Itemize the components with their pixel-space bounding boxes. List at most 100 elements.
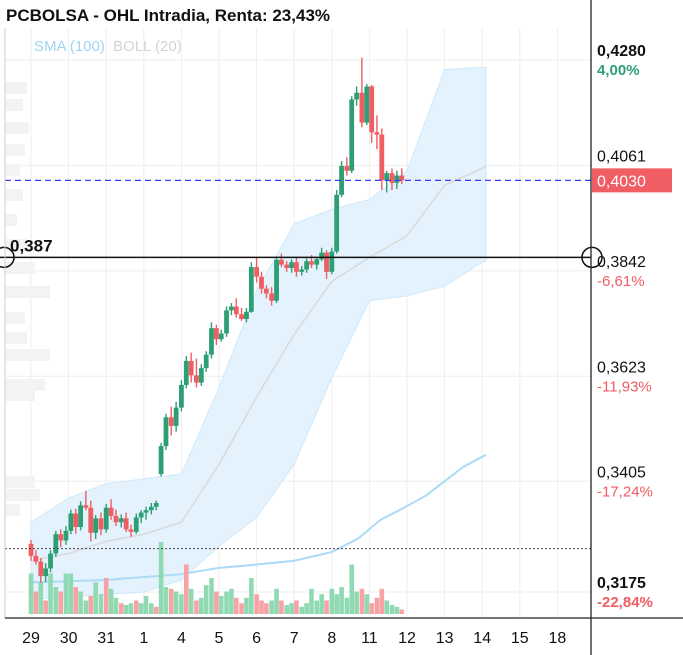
candle-body[interactable] bbox=[108, 507, 114, 516]
candle-body[interactable] bbox=[359, 92, 365, 123]
candle-body[interactable] bbox=[384, 173, 390, 181]
candle-body[interactable] bbox=[88, 507, 94, 533]
candle-body[interactable] bbox=[163, 417, 169, 447]
candle-body[interactable] bbox=[203, 354, 209, 369]
candle-body[interactable] bbox=[78, 505, 84, 528]
candle-body[interactable] bbox=[354, 92, 360, 100]
candle-body[interactable] bbox=[224, 310, 229, 334]
candle-body[interactable] bbox=[284, 264, 290, 268]
candle-body[interactable] bbox=[118, 518, 124, 523]
candle-body[interactable] bbox=[274, 259, 279, 301]
candle-body[interactable] bbox=[239, 314, 244, 320]
candle-body[interactable] bbox=[379, 134, 385, 181]
candle-body[interactable] bbox=[209, 328, 214, 355]
candle-body[interactable] bbox=[58, 534, 64, 541]
candle-body[interactable] bbox=[309, 261, 314, 265]
y-tick-label: 0,4280 bbox=[597, 43, 646, 60]
candle-body[interactable] bbox=[248, 267, 254, 312]
candle-body[interactable] bbox=[334, 194, 340, 252]
candle-body[interactable] bbox=[329, 251, 335, 272]
candle-body[interactable] bbox=[324, 252, 329, 272]
candle-body[interactable] bbox=[374, 132, 380, 135]
candle-body[interactable] bbox=[63, 530, 69, 541]
candle-body[interactable] bbox=[113, 515, 119, 523]
candle-body[interactable] bbox=[233, 306, 239, 315]
volume-bar bbox=[33, 591, 39, 614]
legend-item-sma[interactable]: SMA (100) bbox=[34, 38, 105, 55]
volume-bar bbox=[269, 600, 274, 614]
candle-body[interactable] bbox=[173, 407, 179, 426]
volume-profile-bar bbox=[5, 476, 35, 488]
last-price-tag bbox=[592, 168, 672, 193]
candle-body[interactable] bbox=[93, 518, 99, 533]
candle-body[interactable] bbox=[394, 175, 400, 183]
candle-body[interactable] bbox=[33, 555, 39, 562]
candle-body[interactable] bbox=[123, 518, 129, 530]
candle-body[interactable] bbox=[148, 506, 154, 511]
candle-body[interactable] bbox=[158, 446, 164, 475]
crosshair-handle-left[interactable] bbox=[0, 246, 15, 269]
candle-body[interactable] bbox=[294, 262, 299, 272]
candle-body[interactable] bbox=[38, 561, 44, 577]
crosshair-handle-right[interactable] bbox=[581, 246, 603, 269]
candle-body[interactable] bbox=[279, 259, 284, 265]
candle-body[interactable] bbox=[218, 333, 224, 340]
candle-body[interactable] bbox=[339, 165, 344, 195]
candle-body[interactable] bbox=[143, 510, 149, 513]
candle-body[interactable] bbox=[213, 328, 219, 340]
candle-body[interactable] bbox=[194, 375, 199, 383]
candle-body[interactable] bbox=[179, 384, 184, 408]
candle-body[interactable] bbox=[304, 261, 310, 270]
candle-body[interactable] bbox=[43, 568, 49, 577]
volume-bar bbox=[168, 588, 174, 614]
candle-body[interactable] bbox=[259, 276, 264, 289]
candle-body[interactable] bbox=[98, 518, 104, 530]
candle-body[interactable] bbox=[48, 553, 53, 569]
candle-body[interactable] bbox=[389, 173, 395, 183]
volume-bar bbox=[359, 588, 365, 614]
candle-body[interactable] bbox=[364, 86, 370, 123]
y-tick-percent: -6,61% bbox=[597, 273, 645, 290]
volume-profile-bar bbox=[5, 262, 35, 274]
candle-body[interactable] bbox=[83, 505, 89, 508]
candle-body[interactable] bbox=[183, 360, 189, 385]
candle-body[interactable] bbox=[369, 86, 375, 133]
volume-bar bbox=[194, 600, 199, 614]
candle-body[interactable] bbox=[319, 252, 325, 260]
candle-body[interactable] bbox=[53, 534, 59, 554]
candle-body[interactable] bbox=[168, 417, 174, 426]
volume-bar bbox=[233, 597, 239, 614]
candle-body[interactable] bbox=[244, 311, 249, 320]
volume-profile-bar bbox=[5, 489, 40, 501]
candle-body[interactable] bbox=[399, 175, 405, 181]
candle-body[interactable] bbox=[269, 293, 275, 301]
volume-bar bbox=[239, 603, 244, 614]
volume-bar bbox=[73, 587, 79, 614]
legend-item-boll[interactable]: BOLL (20) bbox=[113, 38, 182, 55]
candle-body[interactable] bbox=[138, 512, 144, 518]
y-tick-label: 0,4061 bbox=[597, 148, 646, 165]
candle-body[interactable] bbox=[289, 262, 294, 268]
candle-body[interactable] bbox=[314, 259, 320, 265]
candle-body[interactable] bbox=[128, 529, 134, 532]
candle-body[interactable] bbox=[349, 99, 355, 171]
candle-body[interactable] bbox=[68, 513, 74, 531]
candle-body[interactable] bbox=[153, 502, 159, 507]
candle-body[interactable] bbox=[73, 513, 79, 528]
candle-body[interactable] bbox=[188, 360, 194, 376]
candle-body[interactable] bbox=[263, 288, 269, 294]
candle-body[interactable] bbox=[198, 368, 204, 383]
candle-body[interactable] bbox=[344, 165, 350, 171]
candle-body[interactable] bbox=[28, 543, 34, 556]
candle-body[interactable] bbox=[103, 507, 109, 530]
candle-body[interactable] bbox=[229, 306, 234, 311]
candle-body[interactable] bbox=[254, 267, 259, 277]
volume-bar bbox=[394, 606, 400, 614]
volume-bar bbox=[259, 600, 264, 614]
legend[interactable]: SMA (100) BOLL (20) bbox=[34, 38, 182, 55]
volume-bar bbox=[128, 603, 134, 614]
volume-bar bbox=[254, 594, 259, 614]
candle-body[interactable] bbox=[133, 517, 139, 532]
candle-body[interactable] bbox=[299, 269, 305, 272]
